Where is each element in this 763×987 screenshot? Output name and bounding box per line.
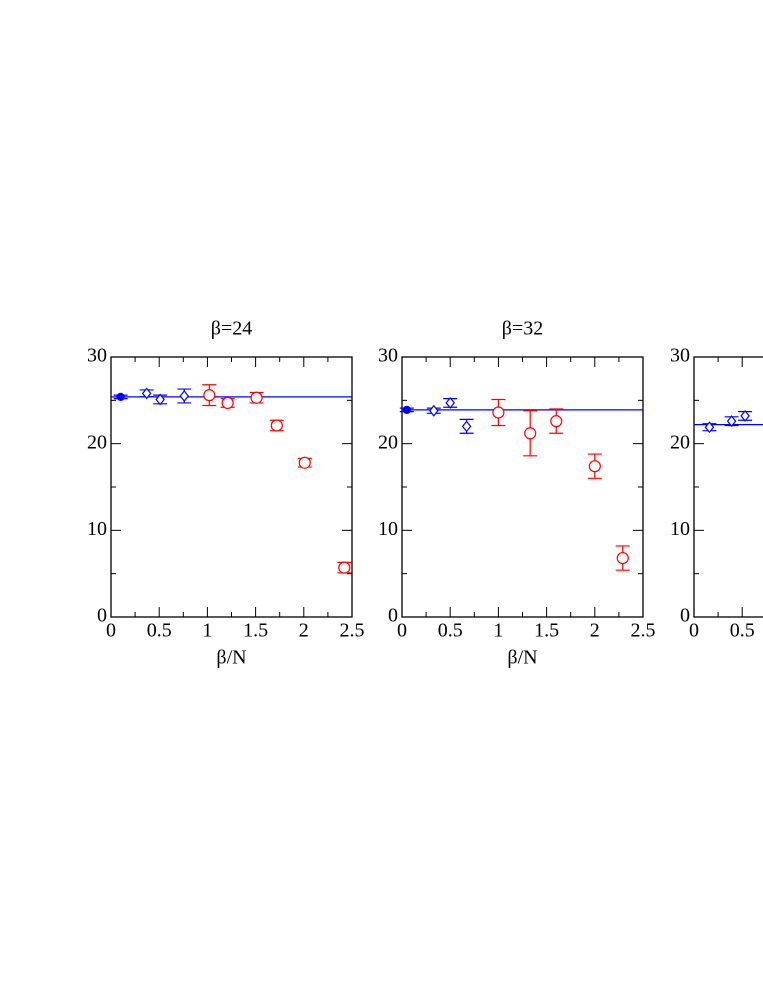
point [740,409,750,422]
y-tick-label: 30 [670,345,690,367]
y-tick-label: 20 [378,431,398,453]
x-tick-label: 0.5 [438,620,463,642]
panel: β=24 β/N 0 0.5 1 1.5 2 2.5 0 10 20 30 [87,318,365,669]
y-tick-label: 10 [670,518,690,540]
x-tick-label: 1.5 [243,620,268,642]
y-tick-label: 20 [670,431,690,453]
y-tick-label: 30 [87,345,107,367]
point [298,456,311,469]
x-axis-label: β/N [507,647,537,669]
point [588,460,601,473]
x-tick-label: 2.5 [631,620,656,642]
panel: 0 0.5 0 10 20 30 [670,345,763,642]
point [616,551,629,565]
point [141,387,152,400]
panel: β=32 β/N 0 0.5 1 1.5 2 2.5 0 10 20 30 [378,318,656,669]
x-tick-label: 2 [590,620,600,642]
y-tick-label: 10 [378,518,398,540]
x-tick-label: 0 [689,620,699,642]
x-tick-label: 1 [493,620,503,642]
point [461,420,472,433]
x-tick-label: 0.5 [147,620,172,642]
chart-title: β=24 [211,318,252,340]
point [203,389,216,402]
y-tick-label: 0 [680,605,690,627]
y-tick-label: 20 [87,431,107,453]
x-axis-label: β/N [216,647,246,669]
point [270,419,283,432]
point [179,390,190,402]
y-tick-label: 30 [378,345,398,367]
point [524,427,537,440]
plot-frame [401,356,644,618]
point [338,561,351,574]
point [704,421,715,434]
point [445,396,455,409]
point [116,392,125,401]
point [250,391,263,404]
x-tick-label: 0 [397,620,407,642]
point [429,404,439,417]
y-tick-label: 10 [87,518,107,540]
chart-title: β=32 [502,318,543,340]
x-tick-label: 2 [299,620,309,642]
point [550,415,563,428]
y-tick-label: 0 [388,605,398,627]
plot-frame [693,356,763,618]
point [221,396,234,410]
x-tick-label: 1.5 [534,620,559,642]
point [402,405,411,414]
point [492,406,505,419]
x-tick-label: 0 [106,620,116,642]
point [726,415,737,428]
y-tick-label: 0 [97,605,107,627]
x-tick-label: 2.5 [340,620,365,642]
point [155,393,165,406]
x-tick-label: 1 [202,620,212,642]
x-tick-label: 0.5 [730,620,755,642]
